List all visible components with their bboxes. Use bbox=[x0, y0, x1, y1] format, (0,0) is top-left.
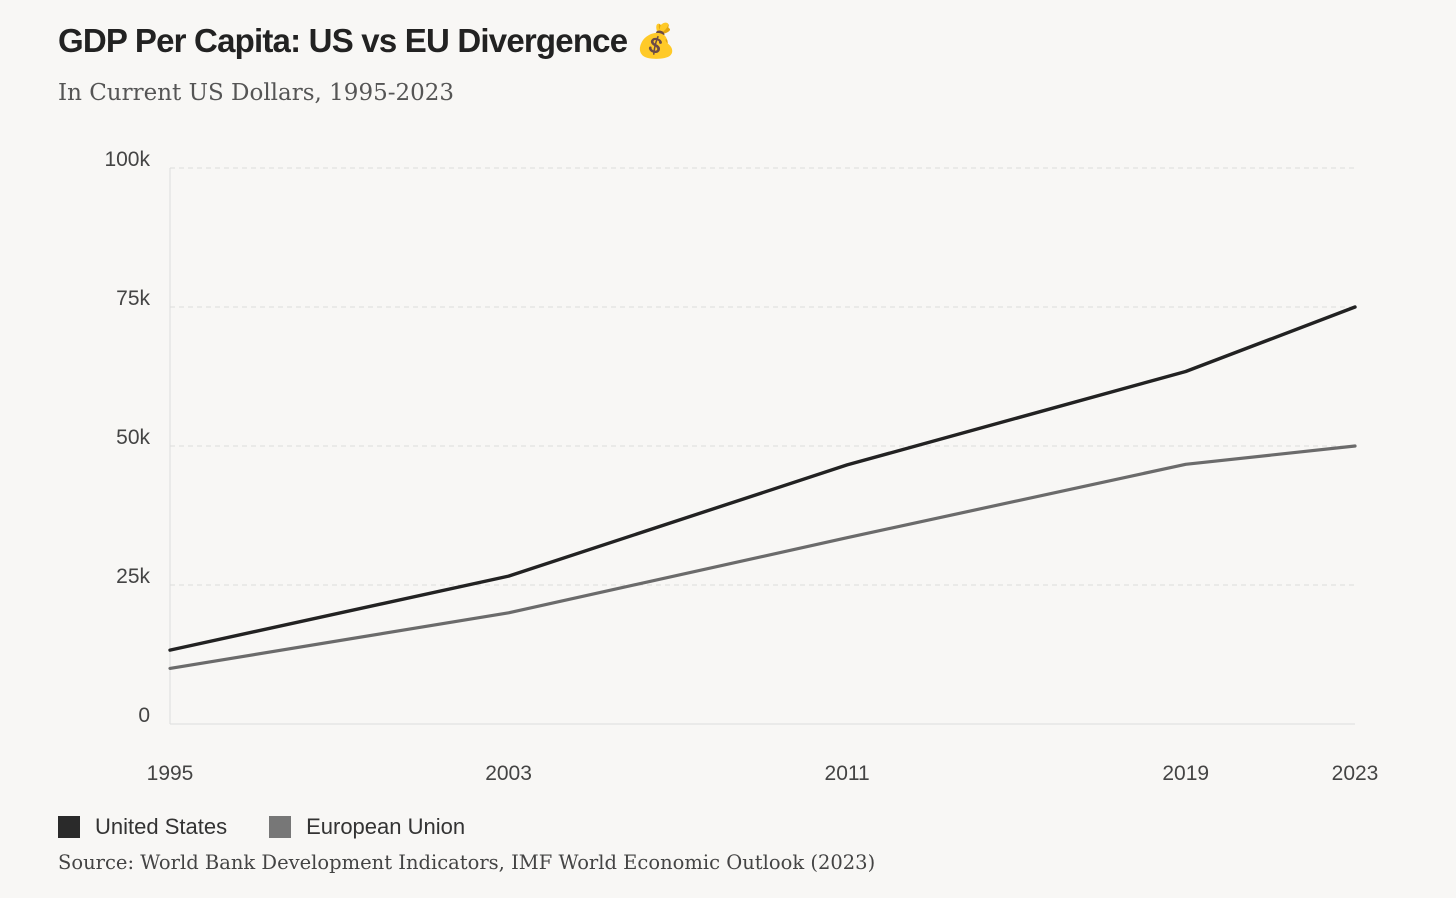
legend-swatch-us bbox=[58, 816, 80, 838]
y-tick-label: 50k bbox=[116, 426, 150, 449]
source-note: Source: World Bank Development Indicator… bbox=[58, 851, 876, 874]
legend-label-us: United States bbox=[95, 814, 228, 839]
chart-title: GDP Per Capita: US vs EU Divergence 💰 bbox=[58, 22, 677, 59]
x-tick-label: 2019 bbox=[1162, 762, 1209, 785]
y-tick-label: 0 bbox=[138, 704, 150, 727]
legend-item-us: United States bbox=[58, 814, 227, 840]
y-tick-label: 75k bbox=[116, 287, 150, 310]
y-tick-label: 100k bbox=[104, 148, 150, 171]
x-tick-label: 2003 bbox=[485, 762, 532, 785]
x-tick-label: 2011 bbox=[825, 762, 870, 785]
legend-item-eu: European Union bbox=[269, 814, 465, 840]
legend-swatch-eu bbox=[269, 816, 292, 838]
series-line-eu bbox=[168, 444, 1357, 671]
x-tick-label: 1995 bbox=[147, 762, 194, 785]
chart-legend: United States European Union bbox=[58, 814, 507, 840]
y-tick-label: 25k bbox=[116, 565, 150, 588]
series-line-us bbox=[168, 305, 1357, 652]
chart-subtitle: In Current US Dollars, 1995-2023 bbox=[58, 80, 455, 106]
x-tick-label: 2023 bbox=[1332, 762, 1379, 785]
legend-label-eu: European Union bbox=[306, 814, 466, 839]
